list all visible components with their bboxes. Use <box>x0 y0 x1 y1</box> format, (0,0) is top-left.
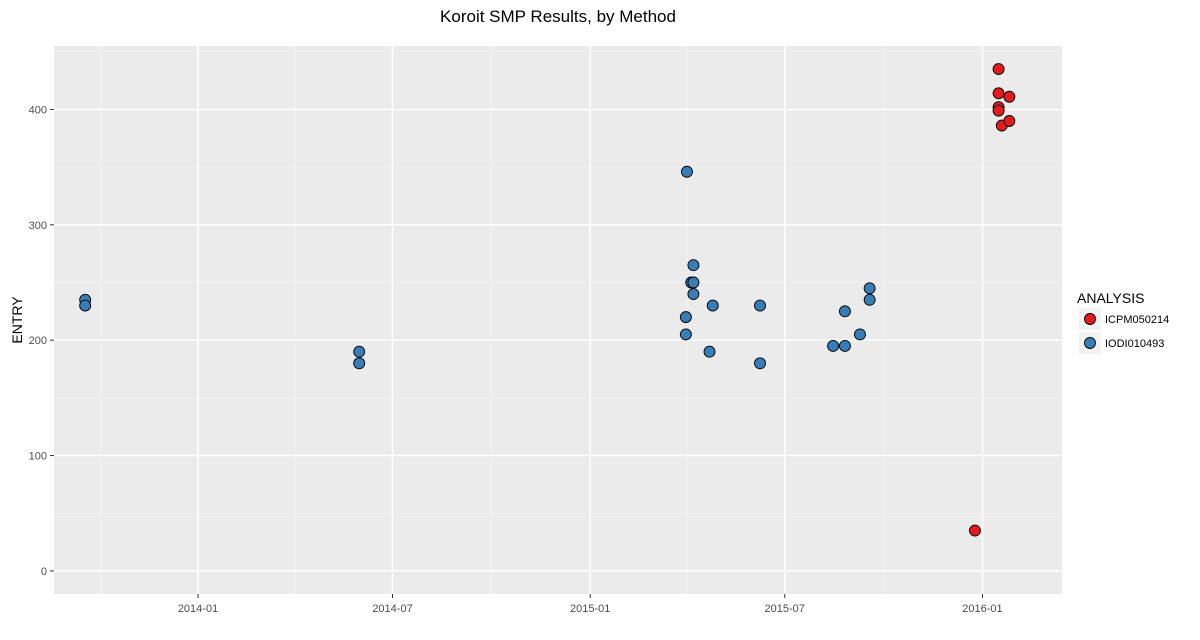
point-iodi010493-3 <box>353 357 366 370</box>
legend-label-1: IODI010493 <box>1105 338 1164 350</box>
chart-title: Koroit SMP Results, by Method <box>440 7 676 26</box>
point-iodi010493-19 <box>863 282 876 295</box>
point-icpm050214-3 <box>992 104 1005 117</box>
x-tick-label-2: 2015-01 <box>570 603 610 615</box>
data-points <box>79 63 1016 537</box>
x-axis: 2014-01 2014-07 2015-01 2015-07 2016-01 <box>178 594 1003 615</box>
x-tick-label-1: 2014-07 <box>372 603 412 615</box>
point-iodi010493-9 <box>687 276 700 289</box>
legend: ANALYSIS ICPM050214 IODI010493 <box>1077 290 1169 354</box>
legend-marker-1 <box>1084 337 1096 349</box>
grid-major <box>54 46 1062 594</box>
plot-panel <box>54 46 1062 594</box>
y-axis: 0 100 200 300 400 <box>29 104 54 578</box>
y-tick-label-4: 400 <box>29 104 47 116</box>
point-icpm050214-5 <box>1003 90 1016 103</box>
point-icpm050214-7 <box>969 524 981 537</box>
legend-label-0: ICPM050214 <box>1105 314 1169 326</box>
point-iodi010493-11 <box>703 345 716 358</box>
point-icpm050214-1 <box>992 87 1005 100</box>
y-tick-label-0: 0 <box>41 566 47 578</box>
point-iodi010493-8 <box>687 259 700 272</box>
point-iodi010493-5 <box>679 311 692 324</box>
y-tick-label-1: 100 <box>29 451 47 463</box>
y-axis-title: ENTRY <box>9 296 25 344</box>
point-iodi010493-2 <box>353 345 366 358</box>
point-iodi010493-16 <box>838 305 851 318</box>
point-iodi010493-6 <box>679 328 692 341</box>
point-icpm050214-0 <box>992 63 1005 76</box>
y-tick-label-3: 300 <box>29 220 47 232</box>
point-iodi010493-13 <box>754 299 766 312</box>
legend-marker-0 <box>1084 313 1096 325</box>
point-iodi010493-17 <box>838 340 851 352</box>
point-iodi010493-20 <box>863 293 876 306</box>
point-iodi010493-18 <box>854 328 866 341</box>
point-iodi010493-15 <box>827 340 840 352</box>
point-iodi010493-10 <box>687 288 700 300</box>
x-tick-label-0: 2014-01 <box>178 603 218 615</box>
grid-minor <box>54 46 1062 594</box>
x-tick-label-3: 2015-07 <box>765 603 805 615</box>
legend-title: ANALYSIS <box>1077 290 1144 306</box>
x-tick-label-4: 2016-01 <box>962 603 1002 615</box>
y-tick-label-2: 200 <box>29 335 47 347</box>
point-iodi010493-14 <box>754 357 766 370</box>
point-iodi010493-4 <box>681 165 693 178</box>
point-iodi010493-1 <box>79 299 92 312</box>
point-iodi010493-12 <box>706 299 719 312</box>
point-icpm050214-6 <box>1003 115 1016 127</box>
